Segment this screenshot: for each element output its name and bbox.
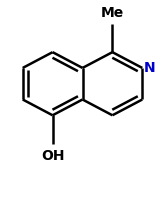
Text: Me: Me [101,6,124,20]
Text: N: N [144,61,156,75]
Text: OH: OH [41,148,64,163]
